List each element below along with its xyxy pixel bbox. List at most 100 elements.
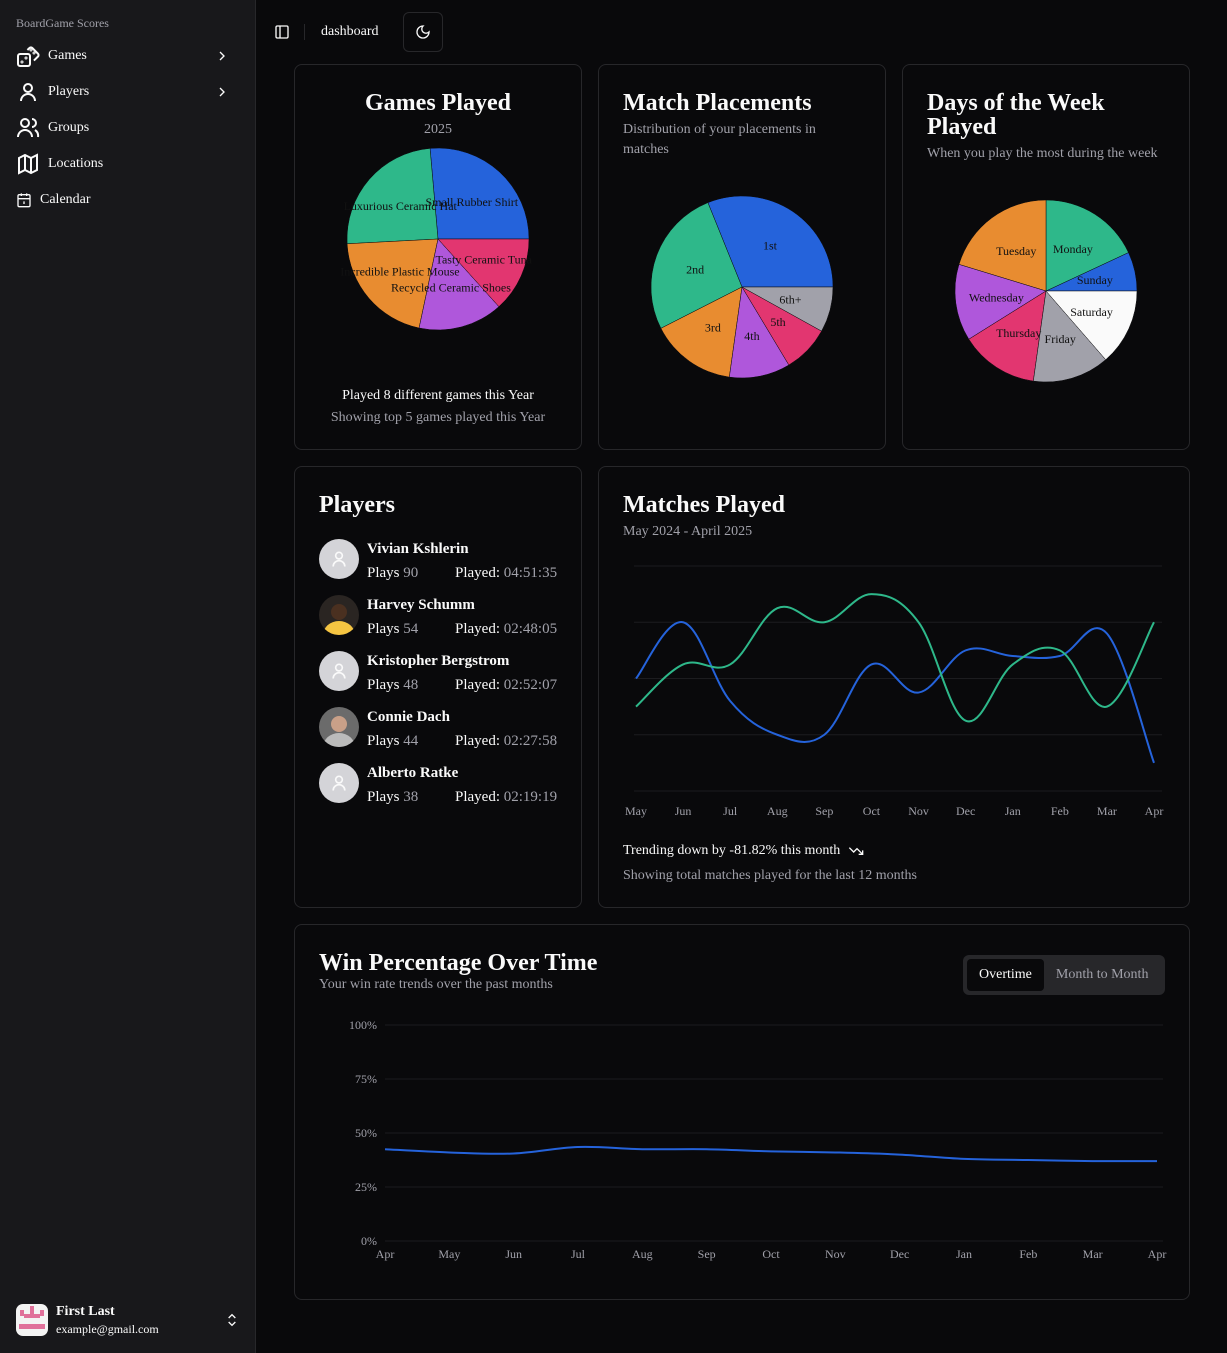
user-name: First Last <box>56 1304 115 1319</box>
map-icon <box>18 153 38 175</box>
user-menu[interactable]: First Last example@gmail.com <box>16 1304 240 1338</box>
pie-slice[interactable] <box>741 286 834 332</box>
player-played-time: Played: 04:51:35 <box>455 565 558 581</box>
pie-slice[interactable] <box>954 264 1047 340</box>
pie-label: Small Rubber Shirt <box>425 195 518 209</box>
player-row[interactable]: Kristopher Bergstrom Plays 48 Played: 02… <box>319 651 569 695</box>
trending-down-icon <box>849 847 864 855</box>
toggle-overtime[interactable]: Overtime <box>967 959 1044 991</box>
player-name: Connie Dach <box>367 709 450 725</box>
player-name: Harvey Schumm <box>367 597 475 613</box>
x-tick-label: Jan <box>956 1247 972 1261</box>
pie-slice[interactable] <box>650 202 743 329</box>
players-card: Players Vivian Kshlerin Plays 90 Played:… <box>294 466 582 908</box>
pie-slice[interactable] <box>968 290 1047 382</box>
player-plays: Plays 44 <box>367 733 419 749</box>
avatar <box>319 707 359 747</box>
x-tick-label: Dec <box>956 804 975 818</box>
pie-label: Sunday <box>1077 273 1113 287</box>
card-title: Matches Played <box>623 492 785 518</box>
sidebar: BoardGame Scores Games Players Groups Lo… <box>0 0 256 1353</box>
pie-label: Tuesday <box>996 244 1036 258</box>
pie-slice[interactable] <box>429 147 530 240</box>
user-placeholder-icon <box>332 551 346 567</box>
x-tick-label: Nov <box>908 804 929 818</box>
pie-slice[interactable] <box>1045 199 1129 292</box>
x-tick-label: Apr <box>1148 1247 1167 1261</box>
matches-footer: Showing total matches played for the las… <box>623 868 917 883</box>
player-plays: Plays 38 <box>367 789 419 805</box>
win-view-toggle: Overtime Month to Month <box>963 955 1165 995</box>
toggle-month-to-month[interactable]: Month to Month <box>1055 967 1149 982</box>
theme-toggle-button[interactable] <box>403 12 443 52</box>
card-title: Days of the Week Played <box>927 90 1105 140</box>
pie-label: 2nd <box>686 262 704 276</box>
player-row[interactable]: Alberto Ratke Plays 38 Played: 02:19:19 <box>319 763 569 807</box>
x-tick-label: Sep <box>815 804 833 818</box>
games-footer-note: Showing top 5 games played this Year <box>330 410 546 425</box>
sidebar-item-calendar[interactable]: Calendar <box>8 184 248 216</box>
breadcrumb: dashboard <box>321 24 379 39</box>
y-tick-label: 25% <box>355 1180 377 1194</box>
card-title: Games Played <box>365 90 511 116</box>
x-tick-label: Oct <box>762 1247 780 1261</box>
x-tick-label: Dec <box>890 1247 909 1261</box>
users-icon <box>17 118 40 138</box>
x-tick-label: Mar <box>1097 804 1117 818</box>
sidebar-toggle-icon[interactable] <box>274 24 290 40</box>
matches-played-chart: May Jun Jul Aug Sep Oct Nov Dec Jan Feb Mar Apr <box>625 565 1164 818</box>
x-tick-label: Jul <box>571 1247 586 1261</box>
player-plays: Plays 54 <box>367 621 419 637</box>
x-tick-label: Apr <box>1145 804 1164 818</box>
card-title: Win Percentage Over Time <box>319 950 598 976</box>
player-row[interactable]: Connie Dach Plays 44 Played: 02:27:58 <box>319 707 569 751</box>
x-tick-label: Aug <box>767 804 788 818</box>
pie-slice[interactable] <box>346 148 439 245</box>
win-percentage-card: Win Percentage Over Time Your win rate t… <box>294 924 1190 1300</box>
player-row[interactable]: Vivian Kshlerin Plays 90 Played: 04:51:3… <box>319 539 569 583</box>
dice-icon <box>17 46 40 67</box>
player-name: Kristopher Bergstrom <box>367 653 510 669</box>
match-placements-card: Match Placements Distribution of your pl… <box>598 64 886 450</box>
calendar-icon <box>17 193 31 208</box>
sidebar-item-games[interactable]: Games <box>8 40 248 72</box>
chevron-right-icon <box>219 87 225 97</box>
pie-label: Incredible Plastic Mouse <box>340 265 459 279</box>
pie-slice[interactable] <box>437 238 530 307</box>
sidebar-item-label: Games <box>48 48 87 63</box>
pie-slice[interactable] <box>958 199 1047 292</box>
x-tick-label: Jan <box>1005 804 1021 818</box>
x-tick-label: Mar <box>1083 1247 1103 1261</box>
pie-label: Luxurious Ceramic Hat <box>344 199 458 213</box>
days-of-week-pie: Sunday Monday Tuesday Wednesday Thursday Frid… <box>954 199 1138 383</box>
sidebar-item-locations[interactable]: Locations <box>8 148 248 180</box>
player-played-time: Played: 02:52:07 <box>455 677 558 693</box>
player-name: Alberto Ratke <box>367 765 459 781</box>
card-subtitle: Distribution of your placements in match… <box>623 122 816 157</box>
pie-label: Friday <box>1045 332 1076 346</box>
sidebar-item-players[interactable]: Players <box>8 76 248 108</box>
player-played-time: Played: 02:27:58 <box>455 733 558 749</box>
pie-slice[interactable] <box>1045 290 1138 361</box>
pie-label: Monday <box>1053 242 1093 256</box>
y-tick-label: 50% <box>355 1126 377 1140</box>
y-tick-label: 75% <box>355 1072 377 1086</box>
win-percentage-chart: 0% 25% 50% 75% 100% Apr May Jun Jul Aug Sep Oct Nov D… <box>349 1018 1167 1261</box>
pie-label: Recycled Ceramic Shoes <box>391 280 511 294</box>
user-placeholder-icon <box>332 775 346 791</box>
x-tick-label: Apr <box>376 1247 395 1261</box>
pie-slice[interactable] <box>707 195 834 288</box>
pie-slice[interactable] <box>1033 290 1107 383</box>
trend-text: Trending down by -81.82% this month <box>623 843 841 858</box>
matches-played-card: Matches Played May 2024 - April 2025 May… <box>598 466 1190 908</box>
player-row[interactable]: Harvey Schumm Plays 54 Played: 02:48:05 <box>319 595 569 639</box>
pie-slice[interactable] <box>660 286 743 378</box>
header-divider <box>304 24 305 40</box>
pie-slice[interactable] <box>346 238 439 329</box>
sidebar-item-label: Calendar <box>40 192 91 207</box>
pie-label: 6th+ <box>779 293 801 307</box>
avatar <box>319 763 359 803</box>
pie-slice[interactable] <box>418 238 500 331</box>
x-tick-label: Nov <box>825 1247 846 1261</box>
sidebar-item-groups[interactable]: Groups <box>8 112 248 144</box>
